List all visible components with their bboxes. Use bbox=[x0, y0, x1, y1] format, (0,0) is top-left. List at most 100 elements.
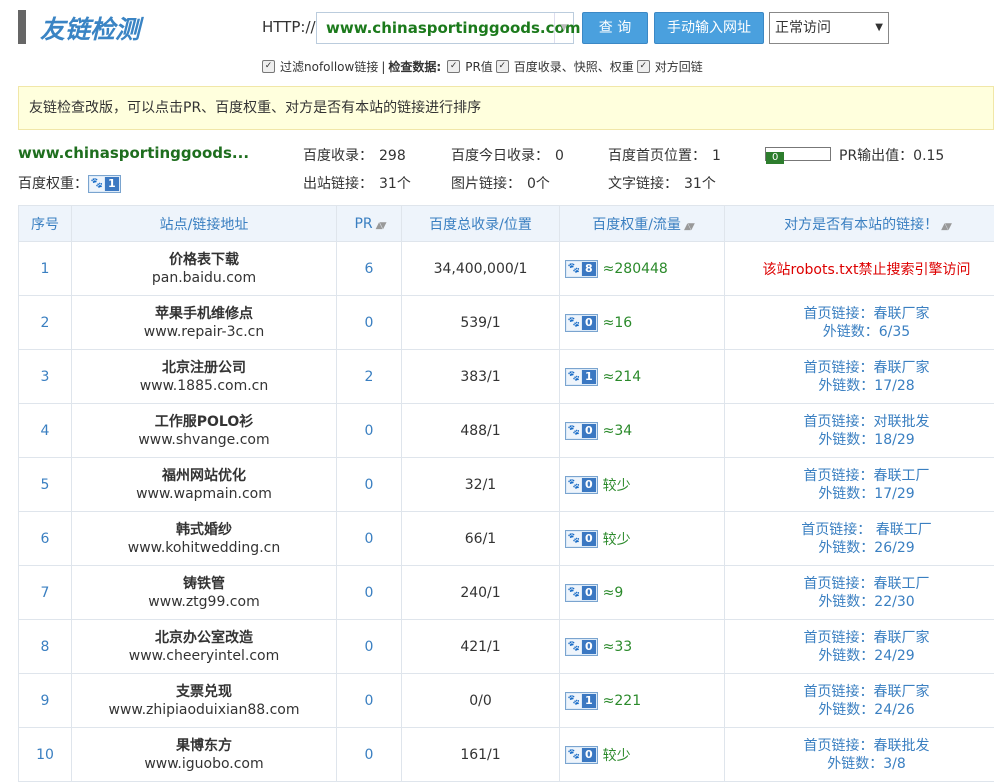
dropdown-arrow[interactable]: ▼ bbox=[554, 13, 573, 43]
weight-value: 0 bbox=[582, 423, 596, 438]
weight-badge: 🐾 0 bbox=[565, 421, 598, 440]
checkbox[interactable]: ✓ bbox=[495, 60, 509, 73]
query-button[interactable]: 查 询 bbox=[582, 12, 648, 44]
pr-value: 0 bbox=[336, 673, 402, 728]
paw-icon: 🐾 bbox=[567, 747, 581, 762]
pr-value: 6 bbox=[336, 241, 402, 296]
column-header[interactable]: 百度权重/流量 ▲▼ bbox=[559, 205, 725, 242]
pr-value: 0 bbox=[336, 295, 402, 350]
backlink-cell: 首页链接：春联厂家 外链数：24/26 bbox=[724, 673, 994, 728]
paw-icon: 🐾 bbox=[567, 261, 581, 276]
header-text: 百度总收录/位置 bbox=[429, 216, 532, 233]
row-index: 7 bbox=[18, 565, 72, 620]
weight-badge: 🐾 1 bbox=[565, 367, 598, 386]
column-header[interactable]: PR ▲▼ bbox=[336, 205, 402, 242]
table-row: 6 韩式婚纱 www.kohitwedding.cn 0 66/1 🐾 0 较少 首页链接： 春… bbox=[18, 511, 994, 566]
home-link[interactable]: 首页链接：春联厂家 bbox=[803, 305, 930, 322]
weight-value: 1 bbox=[582, 693, 596, 708]
traffic-value: ≈9 bbox=[602, 584, 624, 601]
manual-button[interactable]: 手动输入网址 bbox=[654, 12, 764, 44]
site-domain[interactable]: www.shvange.com bbox=[138, 431, 270, 448]
checkbox[interactable]: ✓ bbox=[636, 60, 650, 73]
site-cell: 铸铁管 www.ztg99.com bbox=[71, 565, 337, 620]
traffic-value: ≈16 bbox=[602, 314, 633, 331]
site-domain[interactable]: www.kohitwedding.cn bbox=[127, 539, 281, 556]
outlink-count: 外链数：22/30 bbox=[818, 593, 915, 610]
site-domain[interactable]: www.wapmain.com bbox=[136, 485, 272, 502]
home-link[interactable]: 首页链接：春联厂家 bbox=[803, 359, 930, 376]
site-domain[interactable]: www.cheeryintel.com bbox=[128, 647, 280, 664]
home-link[interactable]: 首页链接：对联批发 bbox=[803, 413, 930, 430]
sort-icon: ▲▼ bbox=[683, 221, 695, 232]
site-domain[interactable]: www.zhipiaoduixian88.com bbox=[108, 701, 300, 718]
weight-wrap: 🐾 8 ≈280448 bbox=[560, 259, 724, 278]
table-body: 1 价格表下载 pan.baidu.com 6 34,400,000/1 🐾 8 ≈28044… bbox=[18, 241, 994, 782]
table-row: 8 北京办公室改造 www.cheeryintel.com 0 421/1 🐾 0 ≈33 首页… bbox=[18, 619, 994, 674]
weight-wrap: 🐾 0 较少 bbox=[560, 529, 724, 549]
traffic-value: ≈214 bbox=[602, 368, 642, 385]
header-text: 对方是否有本站的链接！ bbox=[784, 216, 939, 233]
site-cell: 支票兑现 www.zhipiaoduixian88.com bbox=[71, 673, 337, 728]
backlink-cell: 首页链接： 春联工厂 外链数：26/29 bbox=[724, 511, 994, 566]
paw-icon: 🐾 bbox=[567, 315, 581, 330]
traffic-value: ≈34 bbox=[602, 422, 633, 439]
checkbox[interactable]: ✓ bbox=[262, 60, 275, 73]
pr-bar: 0 bbox=[765, 147, 831, 164]
home-link[interactable]: 首页链接：春联工厂 bbox=[803, 467, 930, 484]
traffic-value: ≈33 bbox=[602, 638, 633, 655]
site-domain[interactable]: www.repair-3c.cn bbox=[143, 323, 265, 340]
home-link[interactable]: 首页链接：春联工厂 bbox=[803, 575, 930, 592]
stat-label: 百度权重： bbox=[18, 176, 88, 192]
checkbox[interactable]: ✓ bbox=[447, 60, 461, 73]
backlink-note: 该站robots.txt禁止搜索引擎访问 bbox=[762, 261, 971, 278]
site-domain[interactable]: pan.baidu.com bbox=[151, 269, 257, 286]
home-link[interactable]: 首页链接：春联厂家 bbox=[803, 683, 930, 700]
weight-cell: 🐾 8 ≈280448 bbox=[559, 241, 725, 296]
weight-wrap: 🐾 0 ≈33 bbox=[560, 637, 724, 656]
row-index: 4 bbox=[18, 403, 72, 458]
paw-icon: 🐾 bbox=[90, 177, 104, 191]
site-domain[interactable]: www.ztg99.com bbox=[148, 593, 260, 610]
backlink-cell: 首页链接：春联批发 外链数：3/8 bbox=[724, 727, 994, 782]
weight-cell: 🐾 1 ≈221 bbox=[559, 673, 725, 728]
column-header[interactable]: 对方是否有本站的链接！ ▲▼ bbox=[724, 205, 994, 242]
weight-badge: 🐾 1 bbox=[565, 691, 598, 710]
url-input[interactable]: www.chinasportinggoods.com ▼ bbox=[316, 12, 580, 44]
stat-label: 文字链接： bbox=[608, 176, 678, 192]
weight-cell: 🐾 0 较少 bbox=[559, 511, 725, 566]
weight-cell: 🐾 0 ≈33 bbox=[559, 619, 725, 674]
backlink-cell: 首页链接：春联厂家 外链数：6/35 bbox=[724, 295, 994, 350]
home-link[interactable]: 首页链接：春联厂家 bbox=[803, 629, 930, 646]
site-cell: 北京注册公司 www.1885.com.cn bbox=[71, 349, 337, 404]
home-link[interactable]: 首页链接：春联批发 bbox=[803, 737, 930, 754]
site-cell: 韩式婚纱 www.kohitwedding.cn bbox=[71, 511, 337, 566]
site-name: 果博东方 bbox=[176, 737, 232, 754]
paw-icon: 🐾 bbox=[567, 477, 581, 492]
indexed-value: 383/1 bbox=[401, 349, 560, 404]
table-row: 2 苹果手机维修点 www.repair-3c.cn 0 539/1 🐾 0 ≈16 首页链接：… bbox=[18, 295, 994, 350]
weight-wrap: 🐾 1 ≈214 bbox=[560, 367, 724, 386]
indexed-value: 421/1 bbox=[401, 619, 560, 674]
outlink-count: 外链数：6/35 bbox=[822, 323, 911, 340]
traffic-value: 较少 bbox=[602, 531, 631, 548]
paw-icon: 🐾 bbox=[567, 423, 581, 438]
site-domain[interactable]: www.1885.com.cn bbox=[139, 377, 269, 394]
notice: 友链检查改版，可以点击PR、百度权重、对方是否有本站的链接进行排序 bbox=[18, 86, 994, 130]
weight-value: 0 bbox=[582, 531, 596, 546]
sort-icon: ▲▼ bbox=[941, 221, 952, 232]
mode-select[interactable]: 正常访问 ▼ bbox=[769, 12, 889, 44]
column-header: 百度总收录/位置 bbox=[401, 205, 560, 242]
stat: 文字链接： 31个 bbox=[608, 173, 716, 193]
indexed-value: 488/1 bbox=[401, 403, 560, 458]
row-index: 8 bbox=[18, 619, 72, 674]
weight-wrap: 🐾 0 较少 bbox=[560, 475, 724, 495]
paw-icon: 🐾 bbox=[567, 531, 581, 546]
home-link[interactable]: 首页链接： 春联工厂 bbox=[801, 521, 932, 538]
weight-value: 0 bbox=[582, 315, 596, 330]
weight-cell: 🐾 0 ≈34 bbox=[559, 403, 725, 458]
stat: 百度收录： 298 bbox=[303, 145, 406, 165]
pr-value: 0 bbox=[336, 457, 402, 512]
paw-icon: 🐾 bbox=[567, 369, 581, 384]
site-domain[interactable]: www.iguobo.com bbox=[144, 755, 264, 772]
